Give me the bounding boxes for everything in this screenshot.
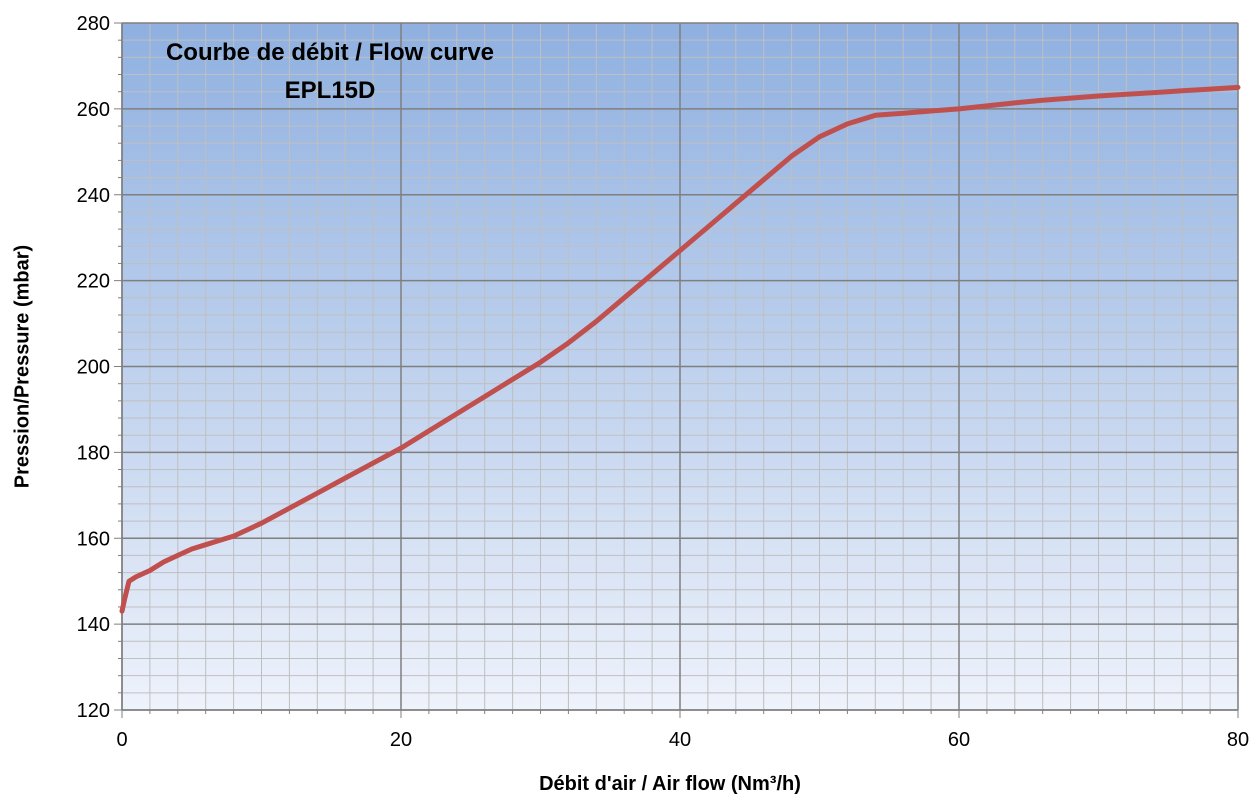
x-tick-label: 20 xyxy=(390,729,412,751)
x-tick-label: 40 xyxy=(669,729,691,751)
y-tick-label: 120 xyxy=(77,700,110,722)
x-tick-label: 60 xyxy=(948,729,970,751)
y-tick-label: 160 xyxy=(77,528,110,550)
y-tick-label: 200 xyxy=(77,357,110,379)
chart-title: Courbe de débit / Flow curve xyxy=(166,39,494,66)
x-tick-labels: 0 20 40 60 80 xyxy=(116,729,1249,751)
y-tick-label: 240 xyxy=(77,185,110,207)
flow-curve-line xyxy=(119,84,1241,614)
y-tick-label: 280 xyxy=(77,13,110,35)
x-tick-label: 80 xyxy=(1227,729,1249,751)
axes xyxy=(114,22,1239,718)
y-tick-label: 140 xyxy=(77,614,110,636)
y-tick-labels: 120 140 160 180 200 220 240 260 280 xyxy=(77,13,110,722)
y-tick-label: 180 xyxy=(77,442,110,464)
y-tick-label: 260 xyxy=(77,99,110,121)
y-tick-label: 220 xyxy=(77,271,110,293)
chart-subtitle: EPL15D xyxy=(285,77,376,104)
x-tick-label: 0 xyxy=(116,729,127,751)
x-axis-title: Débit d'air / Air flow (Nm³/h) xyxy=(539,773,801,795)
y-axis-title: Pression/Pressure (mbar) xyxy=(11,245,33,488)
major-gridlines xyxy=(121,22,1239,711)
